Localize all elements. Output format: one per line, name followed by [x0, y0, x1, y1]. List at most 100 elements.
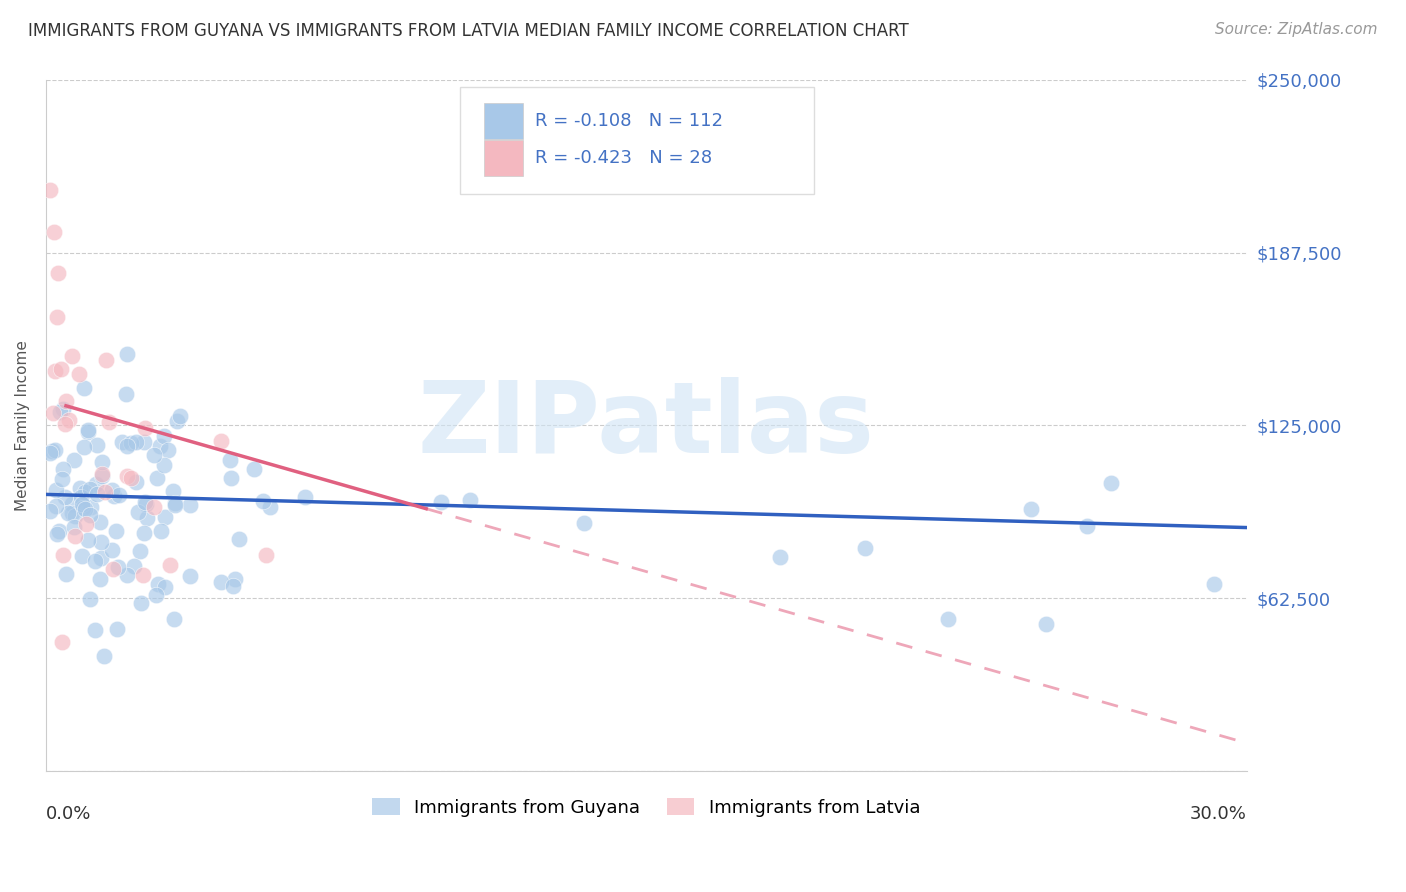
Point [46, 310, 69, 324]
Point [72, 501, 94, 516]
Point [222, 578, 245, 592]
Point [51, 635, 73, 649]
Point [42, 225, 65, 239]
Point [228, 533, 250, 547]
Point [153, 580, 176, 594]
Text: 0.0%: 0.0% [46, 805, 91, 823]
Point [166, 415, 188, 429]
Point [73, 485, 96, 500]
Point [115, 439, 138, 453]
Point [1099, 476, 1122, 491]
Point [159, 558, 181, 572]
Point [42, 405, 65, 419]
Point [55, 393, 77, 408]
Point [769, 550, 792, 565]
Point [150, 524, 173, 538]
Point [163, 496, 186, 510]
Point [93, 649, 115, 664]
Point [572, 516, 595, 531]
Point [149, 439, 172, 453]
Point [132, 434, 155, 449]
Point [179, 498, 201, 512]
Point [157, 443, 180, 458]
Point [60, 497, 83, 511]
Point [224, 573, 246, 587]
Point [148, 577, 170, 591]
Point [52, 401, 75, 416]
Point [219, 452, 242, 467]
Point [145, 588, 167, 602]
Point [259, 500, 281, 514]
Point [83, 554, 105, 568]
Point [155, 510, 177, 524]
Text: IMMIGRANTS FROM GUYANA VS IMMIGRANTS FROM LATVIA MEDIAN FAMILY INCOME CORRELATIO: IMMIGRANTS FROM GUYANA VS IMMIGRANTS FRO… [28, 22, 908, 40]
Point [51, 361, 73, 376]
Point [179, 569, 201, 583]
Point [219, 471, 242, 485]
Point [91, 467, 114, 482]
Point [70, 549, 93, 563]
Point [90, 550, 112, 565]
Point [52, 549, 75, 563]
Point [60, 349, 83, 363]
Point [48, 524, 70, 538]
Point [73, 381, 96, 395]
Point [45, 499, 67, 513]
Point [44, 364, 66, 378]
Point [53, 491, 76, 505]
Point [86, 438, 108, 452]
FancyBboxPatch shape [460, 87, 814, 194]
Point [120, 435, 142, 450]
Point [107, 559, 129, 574]
Point [60, 506, 83, 520]
Point [62, 519, 84, 533]
Point [143, 448, 166, 462]
Point [39, 504, 62, 518]
Point [100, 543, 122, 558]
Point [94, 353, 117, 368]
Point [169, 409, 191, 424]
Point [90, 535, 112, 549]
Point [89, 515, 111, 529]
Text: R = -0.423   N = 28: R = -0.423 N = 28 [534, 149, 711, 167]
Point [132, 525, 155, 540]
Point [84, 477, 107, 491]
Y-axis label: Median Family Income: Median Family Income [15, 340, 30, 511]
Point [80, 500, 103, 514]
Point [69, 490, 91, 504]
Point [853, 541, 876, 556]
Point [49, 404, 72, 418]
Point [430, 494, 453, 508]
Point [53, 417, 76, 431]
Point [94, 484, 117, 499]
Point [163, 499, 186, 513]
Point [77, 425, 100, 439]
Point [1076, 519, 1098, 533]
Point [125, 475, 148, 490]
Point [135, 510, 157, 524]
Point [101, 562, 124, 576]
Point [46, 526, 69, 541]
Point [63, 453, 86, 467]
Point [73, 440, 96, 454]
Point [143, 500, 166, 514]
Point [91, 469, 114, 483]
Point [129, 596, 152, 610]
Point [75, 516, 97, 531]
Point [63, 508, 86, 523]
Point [58, 413, 80, 427]
Point [152, 429, 174, 443]
Point [107, 622, 129, 636]
Point [77, 423, 100, 437]
Point [52, 462, 75, 476]
Point [209, 434, 232, 449]
Point [127, 505, 149, 519]
Point [145, 471, 167, 485]
Point [134, 421, 156, 435]
Point [103, 489, 125, 503]
FancyBboxPatch shape [484, 103, 523, 138]
Point [45, 483, 67, 498]
FancyBboxPatch shape [484, 140, 523, 176]
Point [135, 497, 157, 511]
Point [152, 458, 174, 472]
